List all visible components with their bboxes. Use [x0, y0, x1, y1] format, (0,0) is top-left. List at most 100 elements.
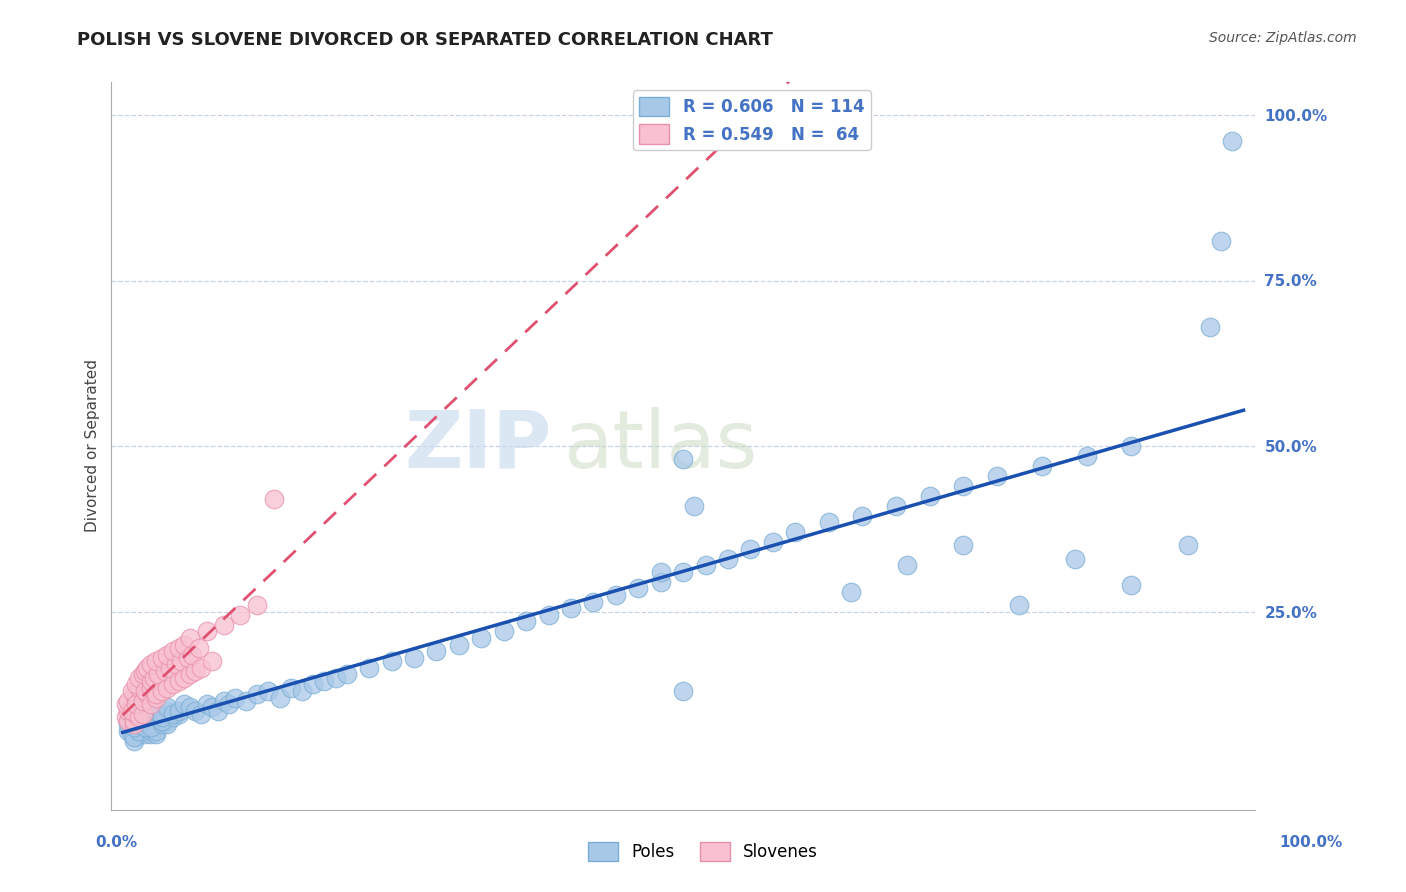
Point: [184, 664, 207, 678]
Point: [447, 638, 470, 652]
Point: [717, 551, 740, 566]
Point: [896, 558, 918, 573]
Point: [167, 673, 190, 688]
Point: [139, 697, 162, 711]
Point: [134, 727, 156, 741]
Point: [187, 640, 209, 655]
Point: [195, 697, 218, 711]
Point: [156, 648, 179, 662]
Point: [128, 714, 150, 728]
Point: [167, 707, 190, 722]
Point: [173, 671, 195, 685]
Point: [229, 607, 252, 622]
Point: [150, 710, 173, 724]
Point: [1177, 538, 1199, 552]
Point: [125, 707, 148, 722]
Point: [132, 694, 155, 708]
Point: [128, 710, 150, 724]
Point: [150, 650, 173, 665]
Point: [122, 714, 145, 728]
Legend: R = 0.606   N = 114, R = 0.549   N =  64: R = 0.606 N = 114, R = 0.549 N = 64: [633, 90, 870, 151]
Point: [150, 717, 173, 731]
Point: [145, 727, 167, 741]
Point: [125, 731, 148, 745]
Point: [117, 704, 139, 718]
Point: [851, 508, 873, 523]
Point: [128, 671, 150, 685]
Point: [145, 723, 167, 738]
Point: [128, 720, 150, 734]
Point: [173, 638, 195, 652]
Point: [683, 499, 706, 513]
Point: [263, 491, 285, 506]
Point: [302, 677, 325, 691]
Point: [184, 704, 207, 718]
Point: [117, 714, 139, 728]
Point: [190, 661, 212, 675]
Point: [156, 714, 179, 728]
Point: [156, 717, 179, 731]
Point: [314, 673, 336, 688]
Point: [952, 538, 974, 552]
Point: [134, 690, 156, 705]
Point: [952, 479, 974, 493]
Point: [156, 700, 179, 714]
Point: [1199, 319, 1222, 334]
Point: [246, 687, 269, 701]
Point: [121, 707, 143, 722]
Point: [181, 648, 204, 662]
Point: [560, 601, 582, 615]
Point: [139, 720, 162, 734]
Point: [695, 558, 717, 573]
Point: [155, 664, 177, 678]
Point: [134, 704, 156, 718]
Point: [201, 654, 224, 668]
Point: [122, 717, 145, 731]
Point: [195, 624, 218, 639]
Point: [212, 617, 235, 632]
Point: [150, 714, 173, 728]
Point: [246, 598, 269, 612]
Point: [672, 452, 695, 467]
Point: [128, 723, 150, 738]
Point: [125, 677, 148, 691]
Point: [291, 684, 314, 698]
Point: [986, 468, 1008, 483]
Y-axis label: Divorced or Separated: Divorced or Separated: [86, 359, 100, 533]
Point: [359, 661, 381, 675]
Text: Source: ZipAtlas.com: Source: ZipAtlas.com: [1209, 31, 1357, 45]
Point: [280, 681, 302, 695]
Point: [132, 707, 155, 722]
Point: [139, 673, 162, 688]
Point: [1008, 598, 1031, 612]
Point: [139, 657, 162, 672]
Point: [145, 704, 167, 718]
Point: [121, 707, 143, 722]
Point: [117, 714, 139, 728]
Point: [125, 690, 148, 705]
Point: [257, 684, 280, 698]
Point: [139, 681, 162, 695]
Point: [176, 650, 198, 665]
Point: [470, 631, 492, 645]
Point: [165, 657, 187, 672]
Point: [179, 700, 201, 714]
Point: [145, 707, 167, 722]
Point: [162, 644, 184, 658]
Point: [134, 720, 156, 734]
Point: [627, 582, 650, 596]
Point: [145, 690, 167, 705]
Point: [122, 717, 145, 731]
Point: [162, 707, 184, 722]
Point: [134, 714, 156, 728]
Point: [170, 654, 193, 668]
Point: [162, 677, 184, 691]
Point: [224, 690, 246, 705]
Point: [425, 644, 447, 658]
Point: [139, 727, 162, 741]
Point: [1211, 234, 1233, 248]
Point: [148, 667, 170, 681]
Point: [125, 697, 148, 711]
Point: [179, 667, 201, 681]
Point: [122, 720, 145, 734]
